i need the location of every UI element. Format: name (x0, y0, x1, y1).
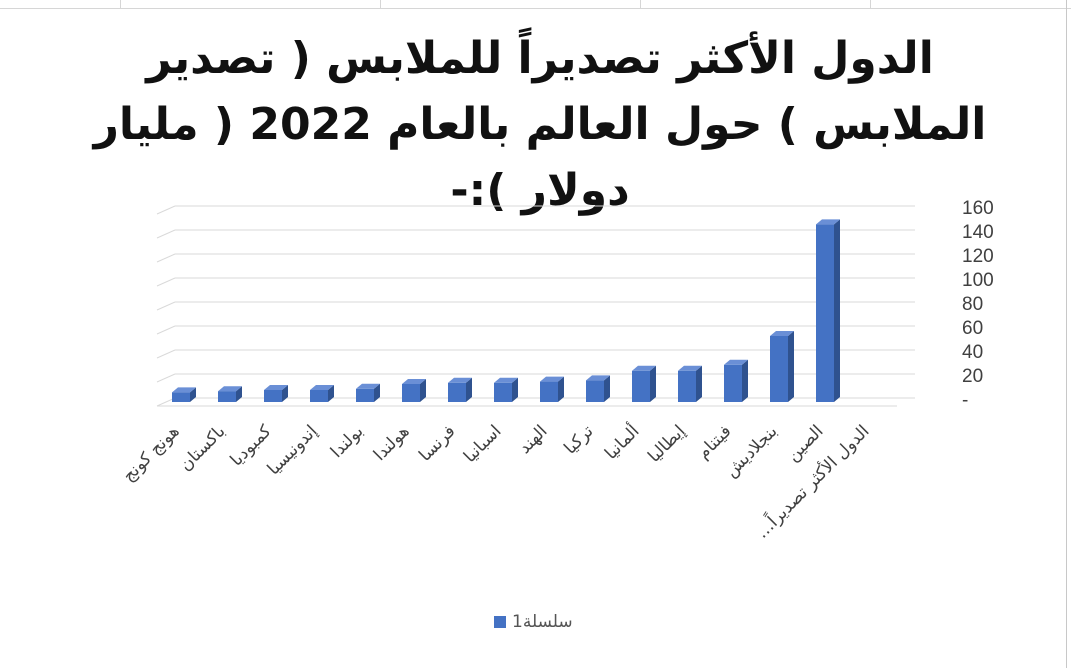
bar-side (834, 219, 840, 402)
bar-top (218, 386, 242, 392)
bar (218, 391, 236, 402)
bar-top (586, 375, 610, 381)
gridline-depth (156, 277, 176, 287)
legend-swatch-series1 (494, 616, 506, 628)
bar-side (512, 377, 518, 402)
bar-top (724, 359, 748, 365)
chart-title: الدول الأكثر تصديراً للملابس ( تصدير الم… (93, 33, 987, 216)
bar (264, 390, 282, 402)
bar-side (466, 377, 472, 402)
bar (678, 370, 696, 402)
y-tick-label: 80 (962, 294, 983, 315)
bar-side (282, 385, 288, 402)
y-tick-label: - (962, 390, 968, 411)
bar-top (356, 383, 380, 389)
gridline-depth (156, 373, 176, 383)
bar-side (604, 375, 610, 402)
category-label: بولندا (327, 421, 368, 462)
category-label: هونج كونج (119, 421, 184, 486)
bar-top (402, 379, 426, 384)
chart-legend[interactable]: سلسلة1 (494, 612, 573, 632)
category-label: إندونيسيا (264, 421, 322, 479)
gridline-depth (156, 253, 176, 263)
bar-side (696, 365, 702, 402)
legend-label-series1: سلسلة1 (512, 612, 573, 632)
category-label: فيتنام (694, 421, 736, 463)
bar (310, 390, 328, 402)
bar-side (236, 386, 242, 402)
gridline-depth (156, 205, 176, 215)
gridline-depth (156, 301, 176, 311)
bar (172, 392, 190, 402)
bar (448, 382, 466, 402)
bar-top (770, 331, 794, 336)
y-tick-label: 160 (962, 198, 994, 219)
bar (632, 370, 650, 402)
bar (816, 224, 834, 402)
y-tick-label: 140 (962, 222, 994, 243)
bar-top (310, 385, 334, 390)
bar-side (374, 383, 380, 402)
bar-side (788, 331, 794, 402)
category-label: الهند (515, 421, 552, 458)
bar-top (494, 377, 518, 383)
category-label: فرنسا (415, 421, 459, 465)
bar-top (172, 387, 196, 393)
y-tick-label: 100 (962, 270, 994, 291)
bar-side (190, 387, 196, 402)
category-label: اسبانيا (460, 421, 505, 466)
gridline-depth (156, 349, 176, 359)
category-label: تركيا (560, 421, 597, 458)
bar (540, 381, 558, 402)
bar-side (742, 359, 748, 402)
category-label: إيطاليا (644, 421, 689, 466)
bar (770, 336, 788, 402)
bar (356, 388, 374, 402)
category-label: ألمانيا (600, 420, 644, 464)
gridline-depth (156, 229, 176, 239)
bar (586, 380, 604, 402)
bar-top (264, 385, 288, 390)
gridline-depth (156, 325, 176, 335)
bar (402, 384, 420, 402)
bar-top (678, 365, 702, 371)
bar-top (816, 219, 840, 225)
bar (494, 382, 512, 402)
bar-top (448, 377, 472, 383)
y-tick-label: 20 (962, 366, 983, 387)
bar-side (420, 379, 426, 402)
spreadsheet-column-border (1066, 0, 1067, 668)
bar-top (540, 376, 564, 382)
y-tick-label: 40 (962, 342, 983, 363)
category-label: باكستان (176, 421, 230, 475)
y-tick-label: 60 (962, 318, 983, 339)
category-label: بنجلاديش (721, 421, 781, 481)
bar (724, 364, 742, 402)
category-label: هولندا (370, 421, 414, 465)
bar-side (328, 385, 334, 402)
spreadsheet-cell-lines (0, 0, 1071, 9)
bar-top (632, 365, 656, 371)
bar-side (650, 365, 656, 402)
y-tick-label: 120 (962, 246, 994, 267)
bar-side (558, 376, 564, 402)
